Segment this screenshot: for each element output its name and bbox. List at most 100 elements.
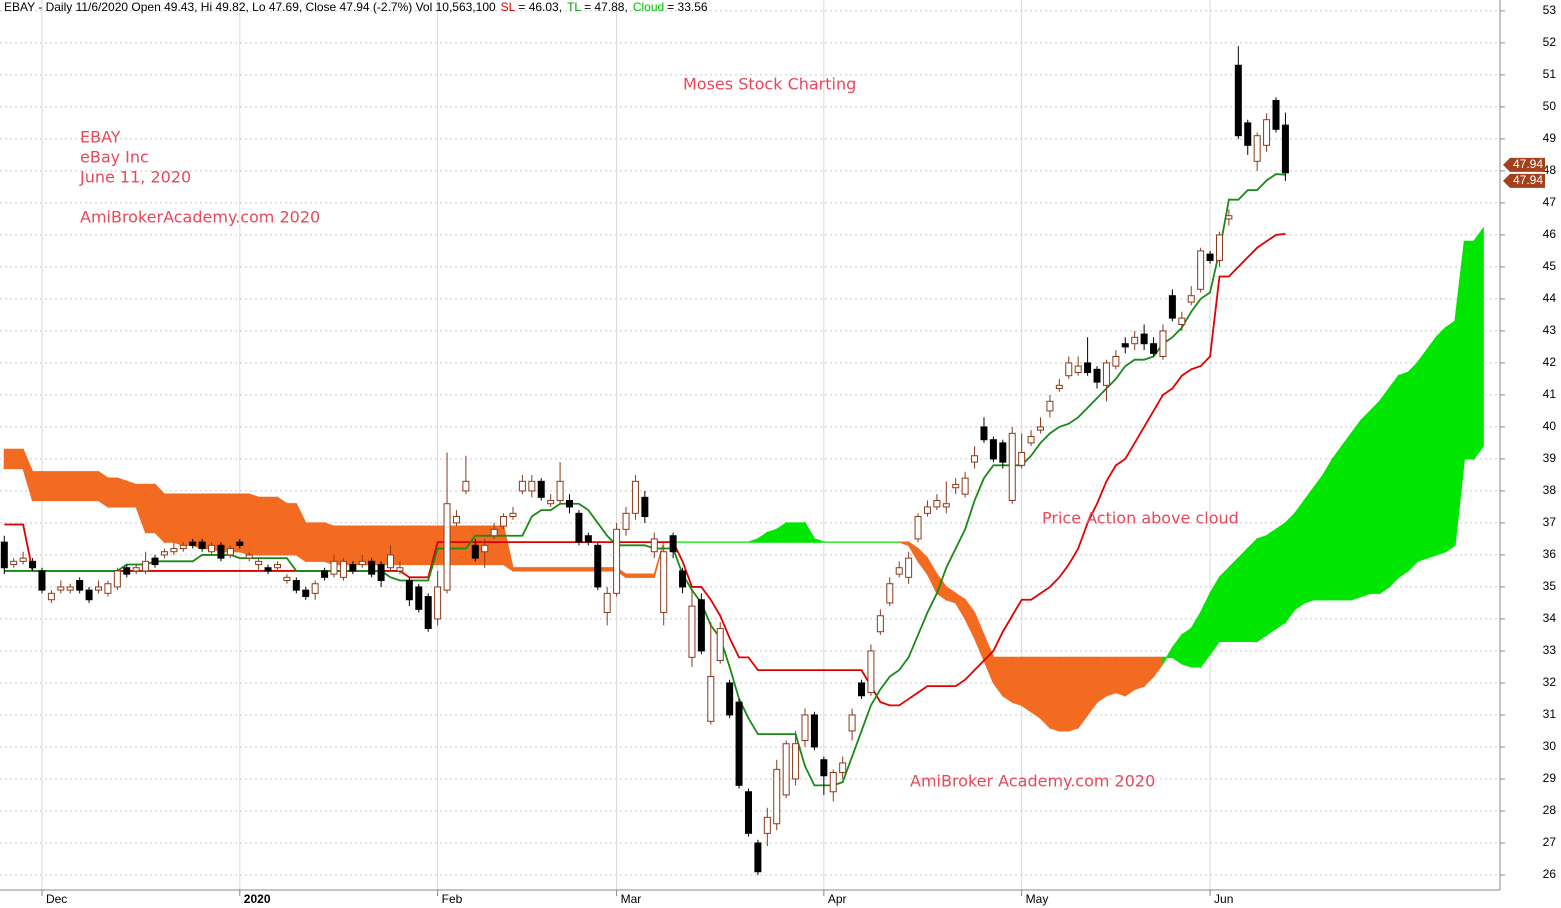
candle-body bbox=[716, 628, 724, 662]
candle-body bbox=[669, 535, 677, 553]
candle-body bbox=[104, 583, 112, 594]
candle-body bbox=[679, 570, 687, 588]
cloud-segment bbox=[97, 470, 109, 509]
cloud-segment bbox=[785, 522, 797, 543]
candle-body bbox=[1197, 250, 1205, 290]
candle-body bbox=[1037, 426, 1044, 431]
candle-body bbox=[255, 560, 263, 566]
candle-body bbox=[500, 516, 508, 527]
candle-body bbox=[217, 544, 225, 559]
candle-body bbox=[1178, 317, 1186, 326]
candle-body bbox=[1065, 362, 1073, 377]
cloud-segment bbox=[1115, 656, 1126, 697]
cloud-segment bbox=[568, 567, 580, 572]
candle-body bbox=[820, 759, 828, 777]
candle-body bbox=[321, 570, 329, 578]
cloud-segment bbox=[1021, 656, 1032, 713]
y-tick-label: 32 bbox=[1543, 675, 1557, 689]
candle-body bbox=[697, 599, 705, 652]
cloud-segment bbox=[286, 503, 297, 556]
candle-body bbox=[509, 512, 517, 518]
candle-body bbox=[707, 676, 715, 722]
candle-body bbox=[1187, 295, 1195, 303]
candle-body bbox=[1027, 436, 1035, 444]
candle-body bbox=[377, 564, 385, 582]
cloud-segment bbox=[1256, 534, 1268, 643]
cloud-segment bbox=[1265, 528, 1277, 637]
cloud-segment bbox=[1388, 373, 1400, 589]
cloud-segment bbox=[1350, 418, 1362, 601]
candle-body bbox=[424, 596, 432, 630]
candle-body bbox=[1281, 124, 1289, 174]
y-tick-label: 28 bbox=[1543, 803, 1557, 817]
y-tick-label: 42 bbox=[1543, 355, 1557, 369]
y-tick-label: 53 bbox=[1543, 3, 1557, 17]
x-tick-label: Apr bbox=[828, 892, 847, 906]
cloud-segment bbox=[41, 471, 53, 502]
candle-body bbox=[151, 557, 159, 566]
cloud-segment bbox=[1011, 656, 1023, 707]
cloud-segment bbox=[399, 525, 410, 566]
y-tick-label: 46 bbox=[1543, 227, 1557, 241]
candle-body bbox=[660, 551, 668, 614]
cloud-segment bbox=[1247, 537, 1258, 642]
candle-body bbox=[405, 580, 413, 601]
cloud-segment bbox=[625, 573, 637, 578]
header-part: Cloud bbox=[633, 0, 664, 14]
candle-body bbox=[1008, 432, 1016, 502]
annotation: AmiBroker Academy.com 2020 bbox=[910, 772, 1155, 791]
cloud-segment bbox=[578, 567, 589, 572]
candle-body bbox=[801, 714, 809, 742]
cloud-segment bbox=[644, 573, 655, 578]
candle-body bbox=[876, 615, 884, 633]
candle-body bbox=[1234, 64, 1242, 137]
cloud-segment bbox=[267, 496, 279, 556]
cloud-segment bbox=[258, 496, 269, 556]
cloud-segment bbox=[1303, 485, 1315, 604]
candle-body bbox=[1272, 99, 1280, 130]
annotation: Price Action above cloud bbox=[1042, 509, 1239, 528]
cloud-segment bbox=[1228, 556, 1239, 642]
cloud bbox=[3, 226, 1484, 732]
candle-body bbox=[160, 551, 168, 556]
candle-body bbox=[1018, 452, 1026, 466]
cloud-segment bbox=[1341, 431, 1352, 601]
cloud-segment bbox=[1134, 656, 1145, 691]
candle-body bbox=[989, 439, 997, 460]
candle-body bbox=[311, 583, 319, 594]
candle-body bbox=[556, 480, 564, 502]
y-tick-label: 30 bbox=[1543, 739, 1557, 753]
cloud-segment bbox=[559, 567, 571, 572]
cloud-segment bbox=[107, 477, 118, 508]
candle-body bbox=[490, 528, 498, 537]
candle-body bbox=[1168, 295, 1176, 319]
price-tag-box bbox=[1503, 173, 1545, 188]
cloud-segment bbox=[1473, 226, 1484, 461]
header: EBAY - Daily 11/6/2020 Open 49.43, Hi 49… bbox=[4, 0, 708, 14]
cloud-segment bbox=[1463, 240, 1475, 460]
candle-body bbox=[358, 560, 366, 566]
candle-body bbox=[528, 480, 536, 492]
candle-body bbox=[142, 560, 150, 572]
candle-body bbox=[19, 557, 27, 562]
candle-body bbox=[773, 768, 781, 825]
cloud-segment bbox=[145, 483, 156, 534]
cloud-segment bbox=[813, 538, 825, 543]
cloud-segment bbox=[1002, 656, 1013, 704]
y-tick-label: 41 bbox=[1543, 387, 1557, 401]
candle-body bbox=[961, 477, 969, 495]
y-tick-label: 47 bbox=[1543, 195, 1557, 209]
candle-body bbox=[123, 567, 131, 575]
price-tag-label: 47.94 bbox=[1513, 157, 1543, 171]
cloud-segment bbox=[1275, 521, 1287, 630]
candle-body bbox=[387, 554, 395, 569]
candle-body bbox=[923, 506, 931, 514]
candle-body bbox=[971, 455, 979, 463]
cloud-segment bbox=[1322, 456, 1334, 601]
candle-body bbox=[170, 548, 178, 553]
cloud-segment bbox=[1068, 656, 1079, 732]
candle-body bbox=[415, 586, 423, 610]
annotation: Moses Stock Charting bbox=[683, 75, 856, 94]
cloud-segment bbox=[408, 525, 420, 566]
